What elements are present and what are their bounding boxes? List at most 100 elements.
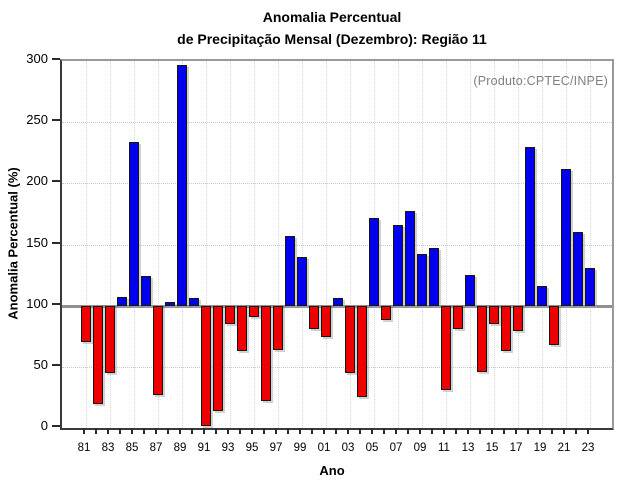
x-tick-92 [215,428,217,434]
vgridline-97 [278,61,279,428]
bar-05 [369,217,379,306]
x-tick-label-91: 91 [197,442,211,454]
bar-89 [177,64,187,306]
plot-inner [62,61,612,428]
bar-86 [141,276,151,306]
bar-10 [429,248,439,306]
x-tick-22 [575,428,577,434]
x-tick-17 [515,428,517,434]
x-tick-03 [347,428,349,434]
x-tick-99 [299,428,301,434]
vgridline-03 [350,61,351,428]
x-tick-09 [419,428,421,434]
plot-area: (Produto:CPTEC/INPE) [60,59,614,430]
x-tick-95 [251,428,253,434]
y-tick-label-250: 250 [26,112,48,128]
bar-00 [309,305,319,329]
x-tick-label-01: 01 [317,442,331,454]
vgridline-99 [302,61,303,428]
x-tick-label-23: 23 [581,442,595,454]
x-tick-07 [395,428,397,434]
x-tick-label-17: 17 [509,442,523,454]
x-tick-label-13: 13 [461,442,475,454]
x-tick-89 [179,428,181,434]
x-tick-label-19: 19 [533,442,547,454]
x-tick-label-07: 07 [389,442,403,454]
x-tick-label-97: 97 [269,442,283,454]
bar-20 [549,305,559,345]
x-axis-label: Ano [319,463,345,478]
x-tick-85 [131,428,133,434]
x-tick-86 [143,428,145,434]
bar-07 [393,224,403,306]
bar-03 [345,305,355,373]
x-tick-label-11: 11 [438,442,450,454]
x-tick-90 [191,428,193,434]
bar-06 [381,305,391,321]
vgridline-93 [230,61,231,428]
hgridline-200 [62,183,612,185]
x-tick-label-81: 81 [77,442,91,454]
x-tick-15 [491,428,493,434]
bar-02 [333,298,343,306]
vgridline-13 [470,61,471,428]
x-tick-00 [311,428,313,434]
x-tick-04 [359,428,361,434]
y-tick-200 [52,180,60,183]
x-tick-19 [539,428,541,434]
y-tick-250 [52,119,60,122]
x-tick-label-15: 15 [485,442,499,454]
y-tick-label-50: 50 [33,356,48,372]
bar-82 [93,305,103,404]
x-tick-97 [275,428,277,434]
x-tick-88 [167,428,169,434]
x-tick-label-95: 95 [245,442,259,454]
x-tick-label-99: 99 [293,442,307,454]
y-tick-label-150: 150 [26,234,48,250]
bar-09 [417,254,427,306]
bar-83 [105,305,115,373]
x-tick-05 [371,428,373,434]
x-tick-18 [527,428,529,434]
bar-22 [573,232,583,306]
y-tick-100 [52,302,60,305]
x-tick-label-85: 85 [125,442,139,454]
vgridline-09 [422,61,423,428]
bar-08 [405,211,415,306]
y-tick-0 [52,425,60,427]
vgridline-87 [158,61,159,428]
bar-17 [513,305,523,332]
vgridline-15 [494,61,495,428]
bar-95 [249,305,259,317]
bar-93 [225,305,235,324]
x-tick-93 [227,428,229,434]
bar-99 [297,256,307,306]
vgridline-01 [326,61,327,428]
bar-87 [153,305,163,395]
bar-91 [201,305,211,426]
x-tick-13 [467,428,469,434]
bar-84 [117,297,127,306]
vgridline-91 [206,61,207,428]
x-tick-87 [155,428,157,434]
x-tick-81 [83,428,85,434]
vgridline-19 [542,61,543,428]
bar-18 [525,146,535,306]
bar-97 [273,305,283,350]
x-tick-label-03: 03 [341,442,355,454]
bar-90 [189,298,199,306]
x-tick-84 [119,428,121,434]
x-tick-16 [503,428,505,434]
vgridline-95 [254,61,255,428]
x-tick-label-09: 09 [413,442,427,454]
x-tick-06 [383,428,385,434]
x-tick-label-83: 83 [101,442,115,454]
y-tick-label-0: 0 [40,418,48,433]
bar-12 [453,305,463,329]
x-tick-label-87: 87 [149,442,163,454]
vgridline-17 [518,61,519,428]
x-tick-01 [323,428,325,434]
bar-96 [261,305,271,402]
vgridline-81 [86,61,87,428]
vgridline-83 [110,61,111,428]
